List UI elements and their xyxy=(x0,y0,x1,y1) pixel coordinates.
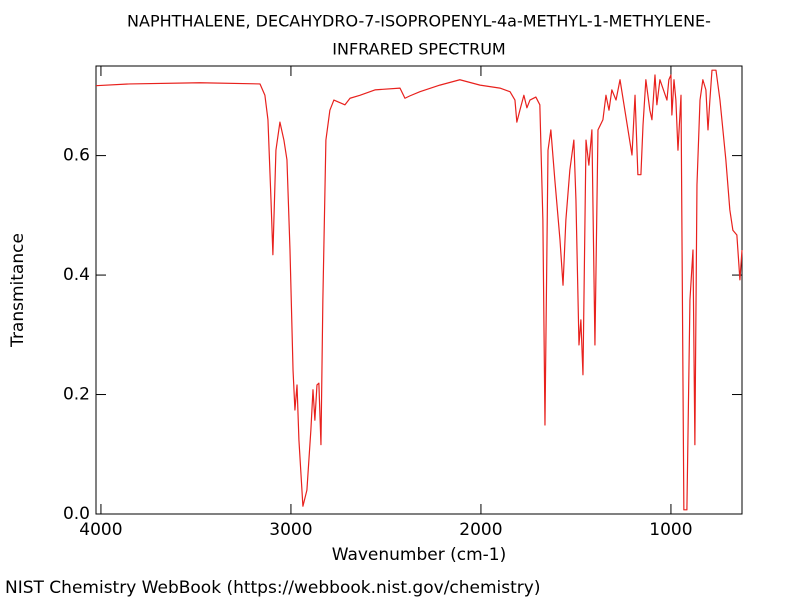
y-tick-label: 0.6 xyxy=(63,146,90,166)
x-tick-label: 2000 xyxy=(459,520,502,540)
chart-subtitle: INFRARED SPECTRUM xyxy=(332,40,505,59)
x-tick-label: 1000 xyxy=(649,520,692,540)
source-note: NIST Chemistry WebBook (https://webbook.… xyxy=(5,578,540,598)
y-tick-label: 0.0 xyxy=(63,504,90,524)
y-axis-label: Transmitance xyxy=(8,233,28,348)
x-tick-label: 3000 xyxy=(269,520,312,540)
chart-title: NAPHTHALENE, DECAHYDRO-7-ISOPROPENYL-4a-… xyxy=(127,12,711,31)
y-tick-label: 0.2 xyxy=(63,385,90,405)
y-tick-label: 0.4 xyxy=(63,265,90,285)
plot-frame xyxy=(95,65,743,515)
x-tick-label: 4000 xyxy=(79,520,122,540)
spectrum-line xyxy=(95,69,743,511)
x-axis-label: Wavenumber (cm-1) xyxy=(332,545,507,565)
